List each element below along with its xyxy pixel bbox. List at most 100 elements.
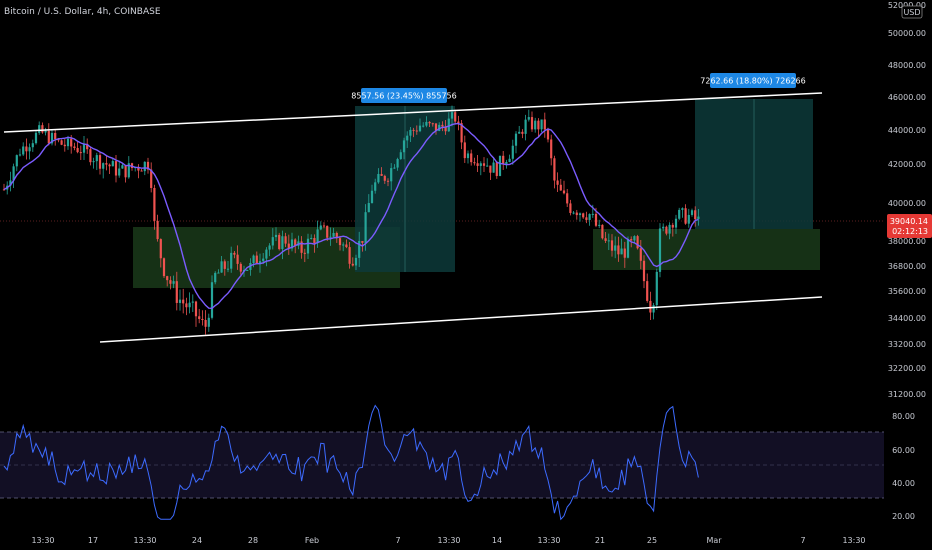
candle-body: [668, 224, 671, 234]
candle-body: [153, 187, 156, 221]
candle-body: [681, 208, 684, 210]
x-tick-label: 13:30: [537, 536, 560, 545]
candle-body: [82, 143, 86, 153]
candle-body: [70, 138, 73, 147]
candle-body: [322, 225, 326, 227]
candle-body: [588, 214, 591, 220]
rsi-tick-label: 40.00: [892, 479, 915, 488]
candle-body: [620, 248, 623, 255]
rsi-tick-label: 80.00: [892, 412, 915, 421]
candle-body: [614, 245, 617, 251]
price-tick-label: 35600.00: [888, 287, 926, 296]
candle-body: [50, 132, 54, 144]
candle-body: [60, 140, 63, 145]
candle-body: [172, 281, 175, 284]
candle-body: [518, 131, 521, 134]
candle-body: [479, 163, 482, 166]
candle-body: [95, 155, 98, 162]
candle-body: [290, 239, 294, 249]
candle-body: [108, 164, 111, 167]
candle-body: [649, 300, 652, 313]
candle-body: [418, 125, 422, 132]
rsi-line: [3, 404, 699, 521]
candle-body: [127, 163, 130, 178]
price-tick-label: 36800.00: [888, 262, 926, 271]
candle-body: [118, 168, 121, 176]
countdown-value: 02:12:13: [892, 227, 928, 236]
candle-body: [194, 301, 198, 317]
rsi-tick-label: 60.00: [892, 446, 915, 455]
candle-body: [188, 302, 191, 308]
candle-body: [233, 252, 236, 255]
candle-body: [66, 138, 70, 147]
price-tick-label: 33200.00: [888, 340, 926, 349]
channel-upper-line: [3, 92, 823, 133]
candle-body: [470, 153, 473, 163]
candle-body: [214, 272, 217, 283]
candle-body: [390, 168, 393, 182]
candle-body: [166, 276, 169, 281]
candle-body: [63, 144, 66, 147]
candle-body: [217, 272, 220, 274]
candle-body: [319, 225, 322, 230]
candle-body: [281, 236, 284, 250]
candle-body: [521, 131, 524, 134]
candle-body: [623, 248, 626, 258]
candle-body: [22, 146, 25, 155]
candle-body: [489, 165, 492, 173]
current-price-value: 39040.14: [890, 217, 928, 226]
candle-body: [265, 249, 268, 259]
candle-body: [422, 125, 425, 127]
candle-body: [665, 226, 668, 234]
candle-body: [2, 189, 6, 191]
candle-body: [121, 165, 124, 169]
candle-body: [345, 244, 348, 248]
candle-body: [610, 240, 614, 251]
candle-body: [182, 299, 185, 304]
candle-body: [306, 238, 310, 254]
x-tick-label: 13:30: [842, 536, 865, 545]
candle-body: [594, 213, 598, 226]
candle-body: [687, 214, 690, 224]
candle-body: [140, 170, 143, 172]
candle-body: [546, 129, 550, 140]
candle-body: [185, 303, 188, 308]
candle-body: [159, 239, 162, 259]
candle-body: [402, 140, 406, 153]
candle-body: [210, 282, 214, 318]
candle-body: [338, 238, 342, 246]
candle-body: [31, 143, 34, 148]
candle-body: [626, 239, 630, 258]
candle-body: [268, 245, 271, 250]
candle-body: [633, 236, 636, 241]
candle-body: [329, 236, 332, 238]
candle-body: [12, 166, 15, 181]
candle-body: [540, 119, 543, 130]
candle-body: [76, 148, 79, 153]
candle-body: [514, 133, 518, 146]
candle-body: [278, 234, 281, 250]
candle-body: [684, 208, 687, 224]
candle-body: [342, 244, 345, 246]
candle-body: [604, 238, 607, 241]
candle-body: [511, 145, 514, 159]
price-tick-label: 42000.00: [888, 160, 926, 169]
candle-body: [284, 236, 287, 244]
candle-body: [374, 182, 377, 191]
candle-body: [220, 261, 223, 273]
candle-body: [463, 142, 466, 159]
candle-body: [646, 281, 649, 301]
candle-body: [380, 173, 383, 176]
candle-body: [466, 153, 470, 159]
measure-label-1-bg: [361, 88, 447, 103]
candle-body: [143, 161, 146, 172]
x-tick-label: 24: [192, 536, 202, 545]
candle-body: [294, 239, 297, 246]
x-tick-label: 13:30: [437, 536, 460, 545]
x-tick-label: 28: [248, 536, 258, 545]
candle-body: [18, 154, 22, 156]
candle-body: [102, 163, 105, 169]
candle-body: [406, 135, 409, 141]
candle-body: [156, 220, 159, 240]
